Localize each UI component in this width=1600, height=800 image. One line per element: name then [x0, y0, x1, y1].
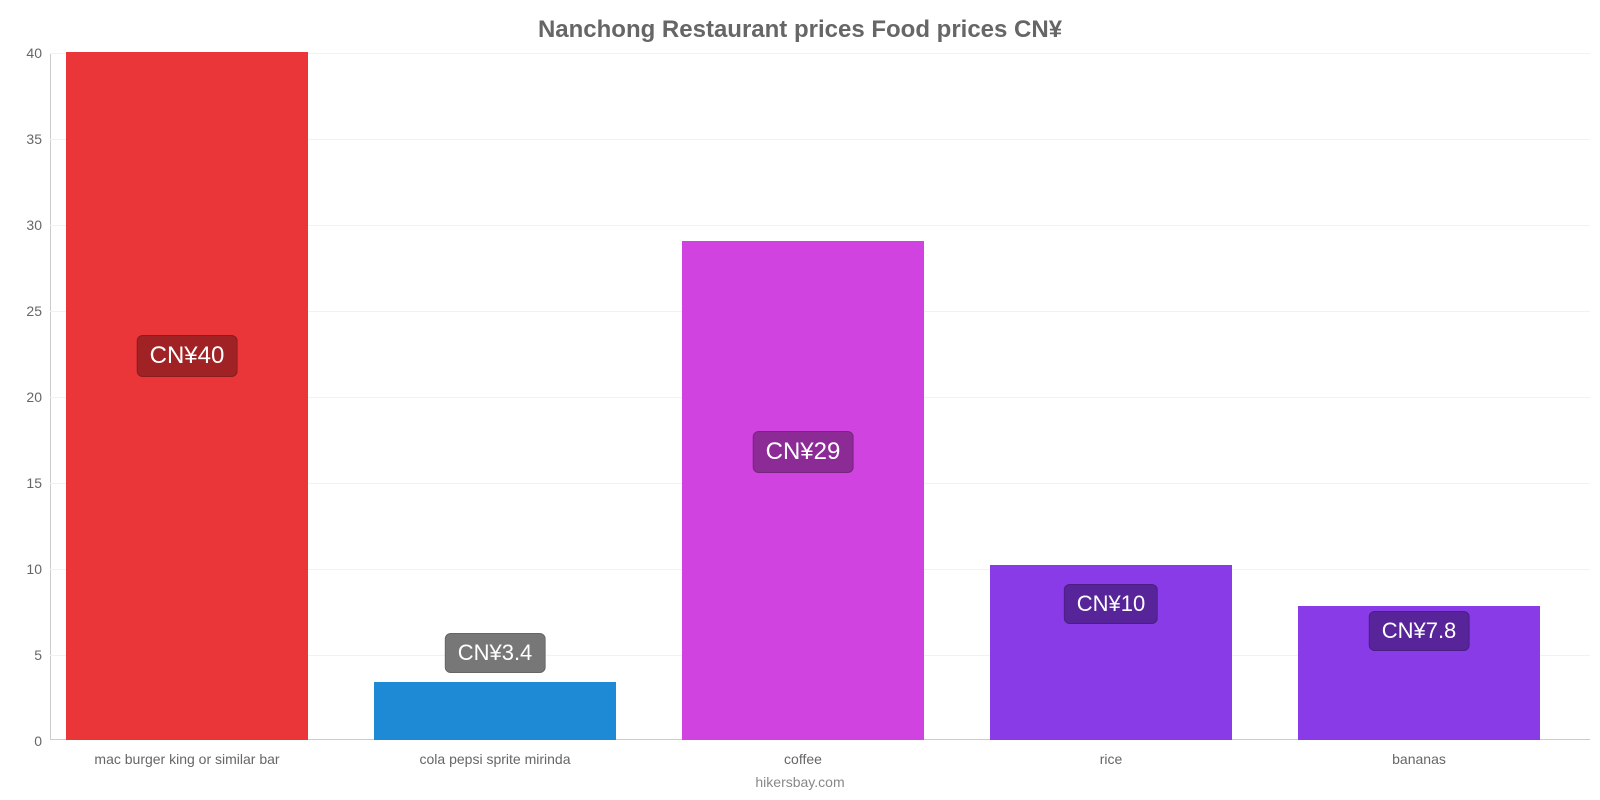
bar-value-badge: CN¥10 [1064, 584, 1158, 624]
y-tick-label: 35 [10, 131, 42, 147]
bar [374, 682, 616, 740]
x-tick-label: bananas [1392, 751, 1446, 767]
x-tick-label: coffee [784, 751, 822, 767]
y-tick-label: 15 [10, 475, 42, 491]
bar [682, 241, 924, 740]
bar-value-badge: CN¥7.8 [1369, 611, 1470, 651]
plot-area: 0510152025303540CN¥40mac burger king or … [50, 52, 1590, 740]
x-tick-label: rice [1100, 751, 1123, 767]
y-tick-label: 20 [10, 389, 42, 405]
bar-value-badge: CN¥29 [753, 431, 854, 473]
chart-caption: hikersbay.com [0, 774, 1600, 790]
bar [66, 52, 308, 740]
y-tick-label: 5 [10, 647, 42, 663]
bar-chart: Nanchong Restaurant prices Food prices C… [0, 0, 1600, 800]
y-tick-label: 10 [10, 561, 42, 577]
x-tick-label: mac burger king or similar bar [94, 751, 279, 767]
bar-value-badge: CN¥3.4 [445, 633, 546, 673]
y-tick-label: 25 [10, 303, 42, 319]
bar-value-badge: CN¥40 [137, 335, 238, 377]
chart-title: Nanchong Restaurant prices Food prices C… [0, 16, 1600, 44]
y-tick-label: 30 [10, 217, 42, 233]
x-tick-label: cola pepsi sprite mirinda [420, 751, 571, 767]
y-tick-label: 40 [10, 45, 42, 61]
y-tick-label: 0 [10, 733, 42, 749]
